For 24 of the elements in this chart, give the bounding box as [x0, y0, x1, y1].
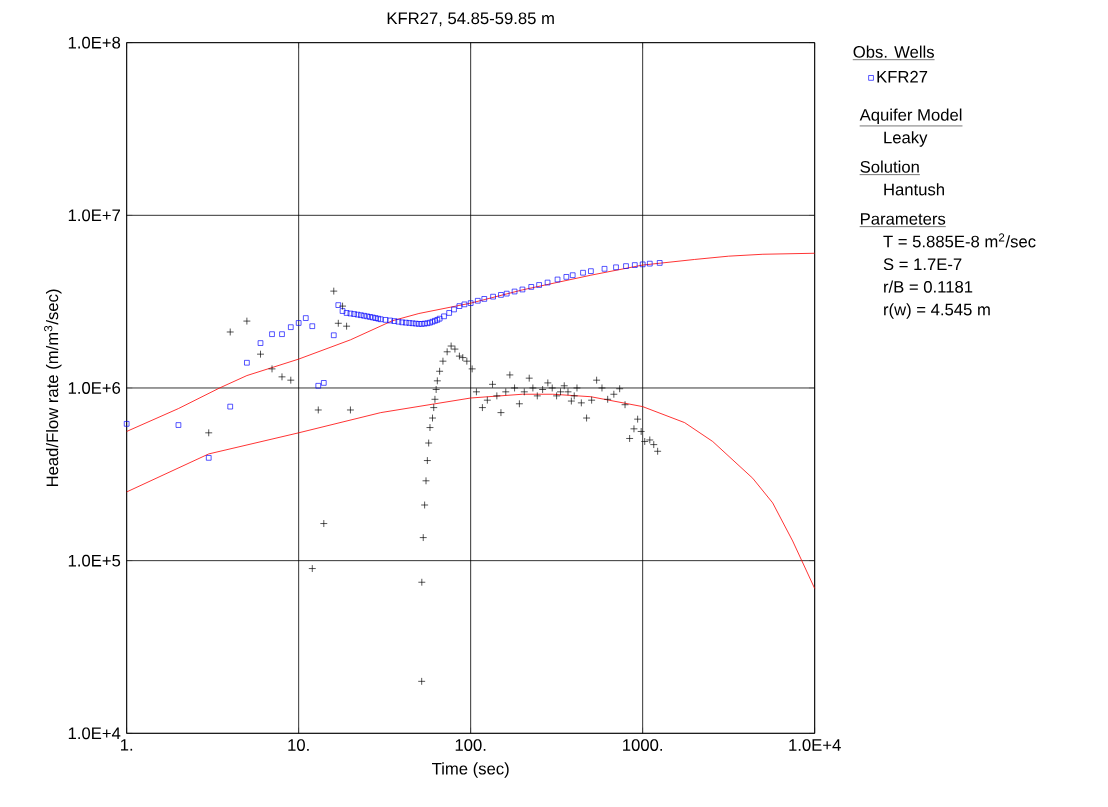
- x-tick-label: 1.: [120, 739, 133, 751]
- legend-label: KFR27: [877, 71, 928, 83]
- x-tick-label: 1000.: [623, 739, 662, 752]
- text: T = 5.885E-8 m$^{2}$/sec: [883, 233, 1036, 248]
- text: Leaky: [884, 131, 928, 147]
- x-axis-title: Time (sec): [432, 762, 509, 779]
- legend-title: Obs. Wells: [853, 45, 934, 58]
- chart-title: KFR27, 54.85-59.85 m: [387, 12, 554, 27]
- x-tick-label: 1.0E+4: [789, 739, 841, 752]
- text: S = 1.7E-7: [883, 258, 962, 271]
- x-tick-label: 10.: [288, 739, 309, 752]
- y-tick-label: 1.0E+7: [68, 209, 120, 222]
- text: Solution: [860, 160, 919, 173]
- y-axis-title: Head/Flow rate (m/m$^{3}$/sec): [44, 289, 62, 487]
- text: Hantush: [884, 183, 944, 196]
- y-tick-label: 1.0E+8: [68, 36, 121, 49]
- text: r/B = 0.1181: [884, 280, 973, 293]
- text: Parameters: [861, 213, 946, 225]
- y-tick-label: 1.0E+5: [68, 554, 121, 567]
- text: r(w) = 4.545 m: [884, 303, 990, 319]
- text: Aquifer Model: [859, 108, 962, 125]
- y-tick-label: 1.0E+6: [68, 382, 121, 395]
- x-tick-label: 100.: [455, 739, 486, 752]
- y-tick-label: 1.0E+4: [68, 727, 121, 740]
